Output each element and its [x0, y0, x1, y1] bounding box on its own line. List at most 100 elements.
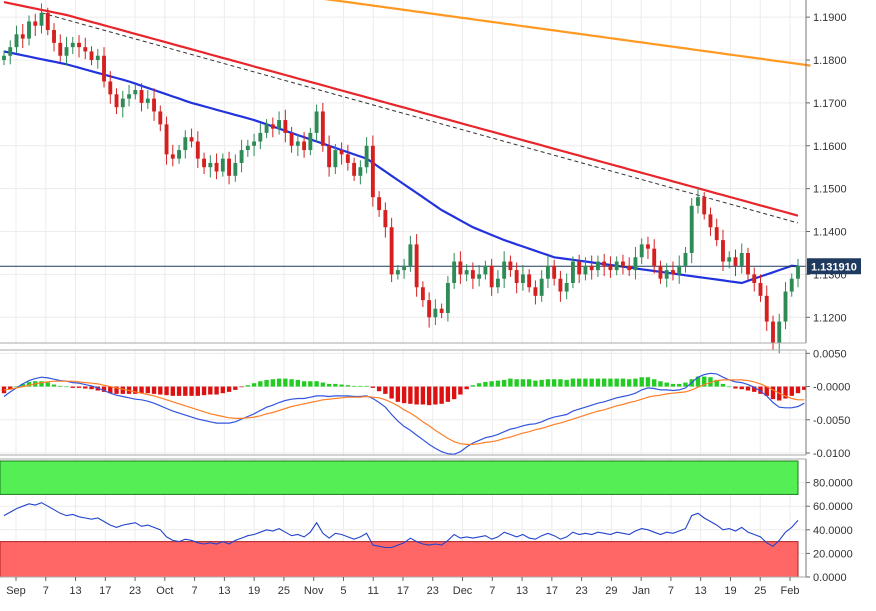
candle — [33, 13, 38, 37]
candle — [364, 137, 369, 174]
date-tick-label: 13 — [218, 585, 230, 597]
candle — [139, 83, 144, 112]
candle — [577, 254, 582, 283]
macd-histogram-bar — [183, 386, 188, 396]
macd-histogram-bar — [14, 386, 19, 388]
candle-body — [245, 145, 250, 151]
candle — [639, 238, 644, 265]
macd-histogram-bar — [551, 379, 557, 387]
candle — [552, 259, 557, 286]
candle-body — [658, 265, 663, 279]
candle — [589, 255, 594, 280]
candle — [539, 270, 544, 302]
candle-body — [520, 274, 525, 283]
candle — [721, 229, 725, 271]
macd-histogram-bar — [545, 379, 551, 387]
candle-body — [239, 150, 244, 163]
candle — [8, 40, 13, 65]
candle — [252, 133, 257, 157]
macd-histogram-bar — [245, 385, 251, 387]
date-tick-label: 13 — [695, 585, 707, 597]
candle-body — [45, 12, 50, 31]
macd-histogram-bar — [239, 386, 244, 388]
candle-body — [108, 81, 113, 95]
candle — [583, 257, 588, 281]
macd-histogram-bar — [451, 386, 457, 400]
candle — [320, 102, 325, 152]
candle-body — [264, 124, 269, 133]
candle-body — [395, 270, 400, 275]
candle — [395, 264, 400, 280]
price-tick-label: 1.1400 — [813, 227, 847, 239]
candle — [377, 191, 382, 217]
candle — [696, 187, 700, 214]
candle — [470, 262, 475, 289]
macd-histogram-bar — [458, 386, 463, 395]
candle — [689, 198, 694, 264]
candle — [264, 119, 269, 139]
macd-histogram-bar — [464, 386, 469, 390]
candle — [14, 25, 19, 54]
date-tick-label: 7 — [43, 585, 49, 597]
macd-tick-label: 0.0050 — [813, 348, 847, 360]
candle-body — [214, 162, 219, 172]
candle — [464, 264, 469, 282]
macd-histogram-bar — [51, 384, 57, 387]
candle-body — [764, 295, 769, 322]
candle-body — [377, 197, 382, 211]
candle — [208, 155, 213, 178]
candle — [739, 243, 744, 274]
candle-body — [796, 265, 800, 279]
candle-body — [302, 141, 307, 151]
candle-body — [114, 94, 119, 108]
macd-histogram-bar — [752, 386, 757, 392]
candle — [771, 315, 775, 350]
macd-histogram-bar — [526, 379, 532, 387]
candle-body — [408, 244, 413, 266]
macd-histogram-bar — [727, 386, 732, 388]
candle — [58, 34, 63, 62]
candle-body — [527, 274, 532, 288]
candle — [796, 258, 800, 288]
macd-histogram-bar — [401, 386, 407, 404]
candle-body — [283, 120, 288, 133]
macd-histogram-bar — [320, 382, 326, 387]
macd-histogram-bar — [802, 386, 807, 390]
macd-histogram-bar — [695, 376, 701, 387]
macd-histogram-bar — [533, 380, 538, 387]
candle-body — [127, 94, 131, 99]
macd-histogram-bar — [333, 383, 338, 387]
macd-histogram-bar — [420, 386, 426, 405]
candle-body — [39, 12, 44, 26]
candle — [283, 109, 288, 143]
macd-histogram-bar — [770, 386, 776, 400]
candle — [233, 154, 238, 182]
candle — [389, 217, 394, 283]
macd-histogram-bar — [683, 382, 688, 387]
date-tick-label: 25 — [754, 585, 766, 597]
candle-body — [789, 278, 794, 292]
candle — [239, 139, 244, 173]
price-tick-label: 1.1700 — [813, 98, 847, 110]
candle-body — [595, 261, 600, 271]
date-tick-label: 5 — [340, 585, 346, 597]
candle — [608, 256, 613, 278]
candle — [708, 207, 713, 236]
candle-body — [95, 55, 100, 61]
candle — [420, 281, 425, 307]
mid-moving-average-line — [3, 1, 799, 217]
macd-histogram-bar — [595, 378, 601, 387]
candle — [458, 251, 463, 284]
date-tick-label: 23 — [129, 585, 141, 597]
candle-body — [152, 98, 156, 112]
candle-body — [470, 270, 475, 279]
candle-body — [164, 124, 169, 155]
macd-histogram-bar — [645, 377, 651, 387]
candle — [602, 253, 607, 277]
candle-body — [339, 150, 344, 155]
macd-histogram-bar — [120, 386, 125, 394]
signal-line — [3, 379, 805, 445]
macd-histogram-bar — [233, 386, 238, 390]
candle — [533, 280, 538, 305]
candle-body — [664, 270, 669, 279]
